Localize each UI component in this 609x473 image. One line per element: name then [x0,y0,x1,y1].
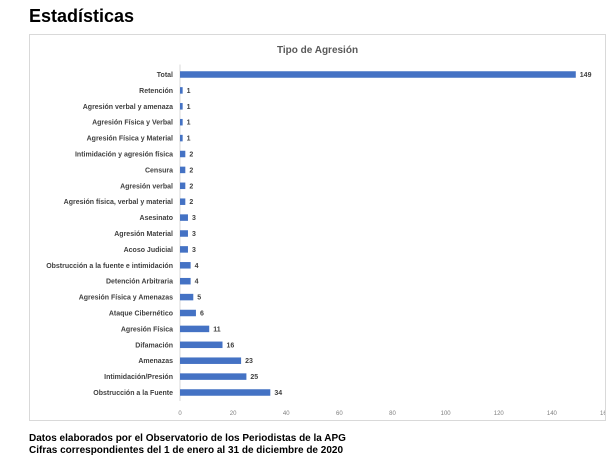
data-label: 2 [189,152,193,159]
data-label: 149 [580,72,592,79]
bar [180,341,223,349]
bar [180,134,183,142]
data-label: 5 [197,295,201,302]
data-label: 3 [192,231,196,238]
data-label: 4 [195,263,199,270]
x-tick-label: 60 [336,411,343,417]
bar [180,246,188,253]
x-tick-label: 140 [547,411,558,417]
category-label: Retención [139,88,173,95]
category-label: Detención Arbitraria [106,279,173,286]
x-tick-label: 160 [600,411,605,417]
bar [180,103,183,110]
category-label: Ataque Cibernético [109,311,173,318]
category-label: Asesinato [140,215,173,222]
bar-chart: Tipo de Agresión Total 149 Retención 1 Agresi… [46,45,605,417]
bar [180,71,576,78]
category-label: Agresión Física y Amenazas [79,295,173,302]
data-label: 23 [245,358,253,365]
bar [180,309,196,317]
data-label: 34 [274,390,282,397]
bar [180,118,183,126]
category-label: Agresión Material [114,231,173,238]
data-label: 3 [192,215,196,222]
data-label: 16 [227,342,235,349]
bar [180,214,188,221]
category-label: Intimidación y agresión física [75,152,173,159]
data-label: 1 [187,136,191,143]
x-tick-label: 80 [389,411,396,417]
chart-container: Tipo de Agresión Total 149 Retención 1 Agresi… [29,34,606,421]
data-label: 1 [187,120,191,127]
bar [180,262,191,269]
bar [180,87,183,94]
bar [180,325,210,333]
bar [180,230,188,237]
category-label: Difamación [135,342,173,349]
bar [180,389,271,396]
bar [180,357,242,364]
footer-date-range-note: Cifras correspondientes del 1 de enero a… [29,445,344,456]
data-label: 11 [213,326,221,333]
data-label: 2 [189,199,193,206]
data-label: 4 [195,279,199,286]
bar [180,150,186,158]
footer-source-note: Datos elaborados por el Observatorio de … [29,433,346,444]
page-heading: Estadísticas [29,6,135,26]
category-label: Obstrucción a la fuente e intimidación [46,263,173,270]
category-label: Obstrucción a la Fuente [93,390,173,397]
bar [180,182,186,190]
bar [180,166,186,174]
bar [180,198,186,205]
chart-title: Tipo de Agresión [277,45,358,56]
data-label: 1 [187,88,191,95]
category-label: Censura [145,167,173,174]
x-tick-label: 100 [441,411,452,417]
bar [180,373,247,380]
category-label: Intimidación/Presión [104,374,173,381]
category-label: Agresión verbal y amenaza [83,104,173,111]
category-label: Agresión Física y Verbal [92,120,173,127]
data-label: 2 [189,183,193,190]
data-label: 2 [189,167,193,174]
category-label: Agresión Física y Material [87,136,173,143]
x-tick-label: 40 [283,411,290,417]
data-label: 3 [192,247,196,254]
category-label: Amenazas [138,358,173,365]
category-label: Acoso Judicial [124,247,173,254]
x-tick-label: 0 [178,411,182,417]
data-label: 1 [187,104,191,111]
category-label: Agresión Física [121,326,173,333]
data-label: 6 [200,311,204,318]
bar [180,277,191,285]
category-label: Total [157,72,173,79]
x-tick-label: 20 [230,411,237,417]
bar [180,293,194,301]
category-label: Agresión física, verbal y material [64,199,173,206]
category-label: Agresión verbal [120,183,173,190]
data-label: 25 [250,374,258,381]
x-tick-label: 120 [494,411,505,417]
